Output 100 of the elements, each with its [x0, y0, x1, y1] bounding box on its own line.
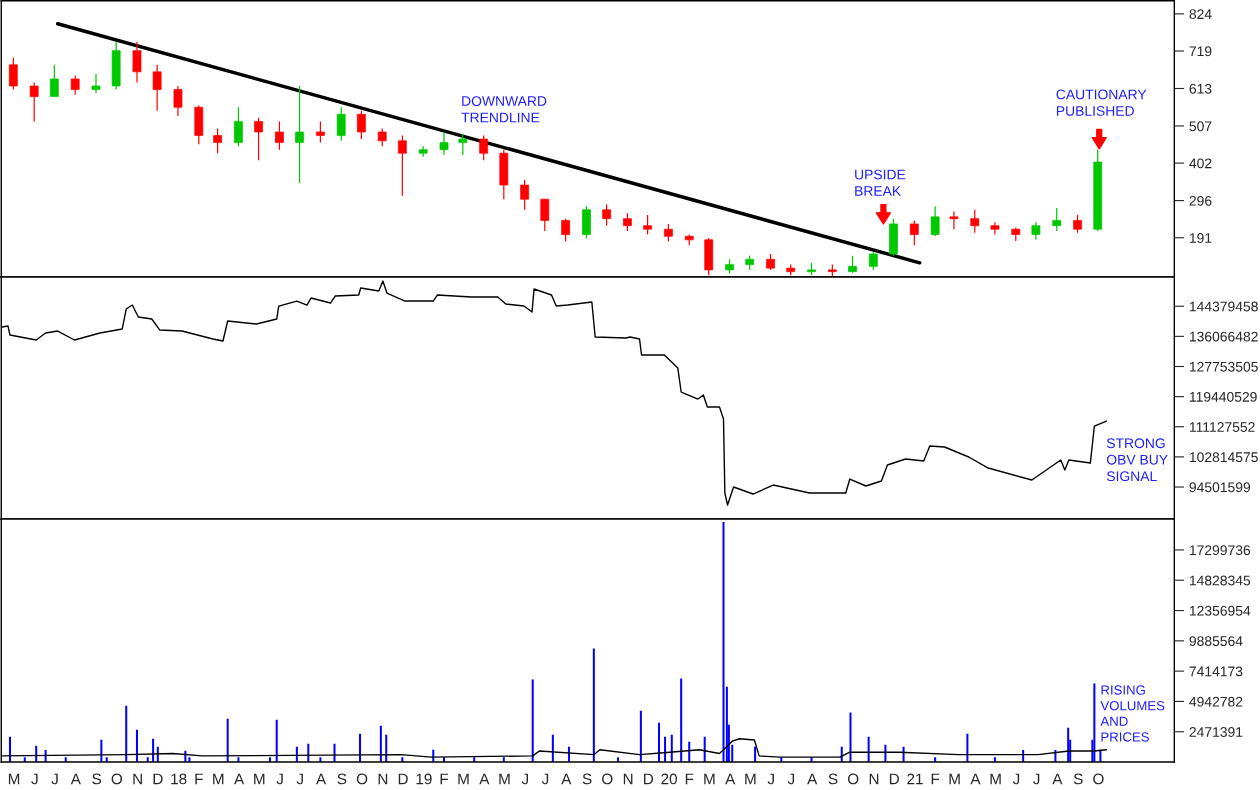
x-tick-label: A: [234, 773, 245, 785]
x-tick-label: 20: [661, 773, 677, 785]
bar: [226, 718, 229, 763]
x-tick-label: D: [398, 773, 408, 785]
annotation: STRONG OBV BUY SIGNAL: [1106, 438, 1168, 482]
x-tick-label: O: [602, 773, 613, 785]
y-tick-label: 613: [1189, 83, 1212, 94]
x-tick-label: J: [541, 773, 549, 785]
bar: [664, 736, 667, 763]
y-tick-label: 9885564: [1189, 636, 1243, 646]
bar: [379, 725, 382, 763]
x-tick-label: S: [582, 773, 592, 785]
bar: [135, 729, 138, 763]
y-tick-label: 17299736: [1189, 545, 1251, 556]
x-tick-label: J: [1033, 773, 1040, 785]
x-tick-label: F: [195, 773, 203, 785]
y-tick-label: 94501599: [1189, 482, 1251, 493]
x-tick-label: M: [458, 773, 469, 785]
annotation: RISING VOLUMES AND PRICES: [1100, 685, 1165, 742]
x-tick-label: J: [767, 773, 774, 785]
x-tick-label: M: [254, 773, 265, 785]
x-tick-label: S: [337, 773, 347, 785]
y-tick-label: 402: [1189, 158, 1212, 169]
x-tick-label: A: [970, 773, 981, 785]
bar: [125, 705, 128, 763]
x-tick-label: A: [316, 773, 327, 785]
x-tick-label: A: [561, 773, 572, 785]
y-tick-label: 111127552: [1189, 422, 1255, 432]
x-tick-label: M: [949, 773, 960, 785]
bar: [680, 678, 683, 763]
x-tick-label: N: [623, 773, 633, 785]
bar: [531, 679, 534, 763]
x-tick-label: D: [153, 773, 163, 785]
bar: [722, 522, 725, 763]
x-tick-label: M: [499, 773, 510, 785]
bar: [639, 710, 642, 763]
x-tick-label: A: [1052, 773, 1063, 785]
x-tick-label: O: [111, 773, 123, 785]
x-tick-label: J: [51, 773, 58, 785]
bar: [385, 734, 388, 763]
y-tick-label: 296: [1189, 195, 1212, 206]
x-tick-label: 18: [171, 773, 187, 785]
x-tick-label: J: [521, 773, 528, 785]
x-tick-label: M: [704, 773, 715, 785]
y-tick-label: 4942782: [1189, 696, 1243, 707]
x-tick-label: S: [1073, 773, 1083, 785]
x-tick-label: O: [847, 773, 859, 785]
x-tick-label: J: [31, 773, 38, 785]
x-tick-label: N: [378, 773, 388, 785]
y-tick-label: 719: [1189, 46, 1212, 57]
x-tick-label: J: [787, 773, 795, 785]
y-tick-label: 119440529: [1189, 391, 1257, 402]
bar: [275, 719, 278, 763]
annotation: CAUTIONARY PUBLISHED: [1056, 89, 1147, 116]
y-tick-label: 127753505: [1189, 361, 1258, 372]
x-tick-label: S: [828, 773, 838, 785]
x-tick-label: D: [889, 773, 899, 785]
y-tick-label: 191: [1189, 233, 1212, 243]
x-tick-label: A: [479, 773, 490, 785]
y-tick-label: 136066482: [1189, 331, 1258, 342]
y-tick-label: 12356954: [1189, 605, 1251, 616]
x-tick-label: D: [643, 773, 654, 785]
bar: [849, 712, 852, 763]
y-tick-label: 14828345: [1189, 575, 1251, 586]
y-tick-label: 824: [1189, 9, 1212, 20]
x-tick-label: M: [745, 773, 756, 785]
x-tick-label: J: [1012, 773, 1020, 785]
x-tick-label: A: [70, 773, 81, 785]
x-tick-label: J: [296, 773, 303, 785]
candlestick: [439, 131, 449, 155]
y-tick-label: 507: [1189, 121, 1212, 132]
bar: [966, 733, 969, 763]
annotation: UPSIDE BREAK: [855, 169, 906, 196]
x-tick-label: M: [8, 773, 20, 785]
y-tick-label: 2471391: [1189, 727, 1243, 737]
x-tick-label: S: [92, 773, 102, 785]
bar: [592, 648, 595, 763]
bar: [867, 736, 870, 763]
bar: [754, 746, 757, 763]
candlestick: [990, 222, 1000, 235]
x-tick-label: F: [440, 773, 449, 785]
x-tick-label: A: [725, 773, 736, 785]
x-tick-label: J: [276, 773, 283, 785]
x-tick-label: O: [1093, 773, 1104, 785]
candlestick: [949, 211, 959, 230]
x-tick-label: N: [869, 773, 879, 785]
x-tick-label: F: [931, 773, 940, 785]
candlestick: [91, 73, 101, 94]
x-tick-label: N: [133, 773, 142, 785]
x-tick-label: M: [990, 773, 1001, 785]
x-tick-label: A: [807, 773, 818, 785]
bar: [1093, 683, 1096, 763]
annotation: DOWNWARD TRENDLINE: [461, 96, 547, 123]
y-tick-label: 144379458: [1189, 301, 1258, 312]
bar: [1067, 727, 1070, 763]
x-tick-label: M: [213, 773, 224, 785]
y-tick-label: 102814575: [1189, 452, 1258, 463]
x-tick-label: 19: [416, 773, 432, 785]
x-tick-label: F: [685, 773, 694, 785]
x-tick-label: 21: [907, 773, 923, 785]
